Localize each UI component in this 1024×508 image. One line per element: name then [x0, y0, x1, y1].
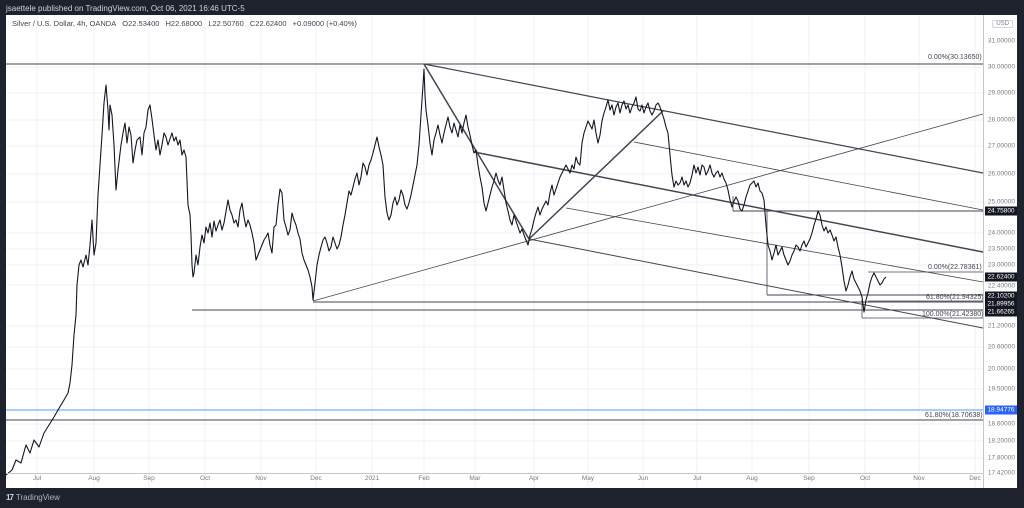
- brand-label[interactable]: TradingView: [15, 493, 60, 502]
- time-tick: 2021: [364, 475, 380, 482]
- ohlc-open: O22.53400: [122, 19, 160, 28]
- time-tick: Dec: [969, 475, 981, 482]
- fib-label-top: 0.00%(30.13650): [928, 54, 982, 61]
- price-tick: 21.20000: [987, 322, 1015, 330]
- fib-label-recent-100: 100.00%(21.42380): [922, 311, 984, 318]
- price-tick: 25.00000: [987, 198, 1015, 206]
- price-tick: 31.00000: [987, 37, 1015, 45]
- ohlc-close: C22.62400: [249, 19, 287, 28]
- currency-tag[interactable]: USD: [992, 20, 1013, 28]
- last-price-badge: 22.62400: [985, 272, 1017, 282]
- time-tick: Oct: [199, 475, 211, 482]
- time-axis-border: [6, 473, 983, 474]
- price-line: [6, 68, 887, 476]
- price-badge-21662: 21.66265: [985, 307, 1017, 317]
- time-tick: Jun: [637, 475, 649, 482]
- price-tick: 27.00000: [987, 142, 1015, 150]
- horizontal-levels: [6, 63, 983, 421]
- ohlc-change: +0.09000 (+0.40%): [292, 19, 357, 28]
- pitchfork-drawing: [312, 63, 983, 329]
- chart-canvas[interactable]: [6, 15, 1017, 488]
- ohlc-high: H22.68000: [165, 19, 203, 28]
- time-tick: Jul: [32, 475, 42, 482]
- price-tick: 17.80000: [987, 454, 1015, 462]
- time-tick: Aug: [746, 475, 758, 482]
- time-tick: Jul: [692, 475, 702, 482]
- price-tick: 28.00000: [987, 116, 1015, 124]
- publisher-line: jsaettele published on TradingView.com, …: [6, 4, 245, 13]
- price-tick: 29.00000: [987, 89, 1015, 97]
- time-tick: Aug: [88, 475, 100, 482]
- time-tick: Sep: [803, 475, 815, 482]
- price-badge-24758: 24.75800: [985, 206, 1017, 216]
- tradingview-logo-icon: 17: [6, 493, 14, 502]
- price-tick: 18.60000: [987, 420, 1015, 428]
- price-tick: 22.40000: [987, 282, 1015, 290]
- price-tick: 20.00000: [987, 365, 1015, 373]
- price-badge-21899: 21.89956: [985, 299, 1017, 309]
- price-tick: 30.00000: [987, 63, 1015, 71]
- time-tick: Apr: [528, 475, 540, 482]
- price-tick: 19.50000: [987, 385, 1015, 393]
- price-badge-blue: 18.94776: [985, 405, 1017, 415]
- time-tick: Feb: [418, 475, 430, 482]
- grid-lines: [6, 15, 983, 488]
- price-tick: 23.00000: [987, 261, 1015, 269]
- price-plot[interactable]: [6, 15, 983, 488]
- price-badge-22102: 22.10200: [985, 291, 1017, 301]
- price-tick: 24.00000: [987, 229, 1015, 237]
- fib-label-long-618: 61.80%(18.70638): [925, 412, 983, 419]
- price-tick: 20.60000: [987, 343, 1015, 351]
- time-tick: Oct: [859, 475, 871, 482]
- time-tick: Sep: [143, 475, 155, 482]
- price-tick: 17.42000: [987, 469, 1015, 477]
- time-tick: Dec: [310, 475, 322, 482]
- symbol-legend: Silver / U.S. Dollar, 4h, OANDA O22.5340…: [12, 19, 361, 28]
- time-tick: Mar: [469, 475, 481, 482]
- time-tick: May: [581, 475, 595, 482]
- time-tick: Nov: [255, 475, 267, 482]
- fib-label-recent-618: 61.80%(21.94325): [926, 294, 984, 301]
- price-axis[interactable]: USD 31.00000 30.00000 29.00000 28.00000 …: [983, 15, 1017, 488]
- time-tick: Nov: [913, 475, 925, 482]
- symbol-name[interactable]: Silver / U.S. Dollar, 4h, OANDA: [12, 19, 117, 28]
- footer: 17 TradingView: [6, 493, 60, 502]
- price-tick: 23.50000: [987, 245, 1015, 253]
- price-tick: 18.20000: [987, 437, 1015, 445]
- price-tick: 26.00000: [987, 170, 1015, 178]
- ohlc-low: L22.50760: [208, 19, 244, 28]
- fib-label-recent-0: 0.00%(22.78361): [928, 264, 982, 271]
